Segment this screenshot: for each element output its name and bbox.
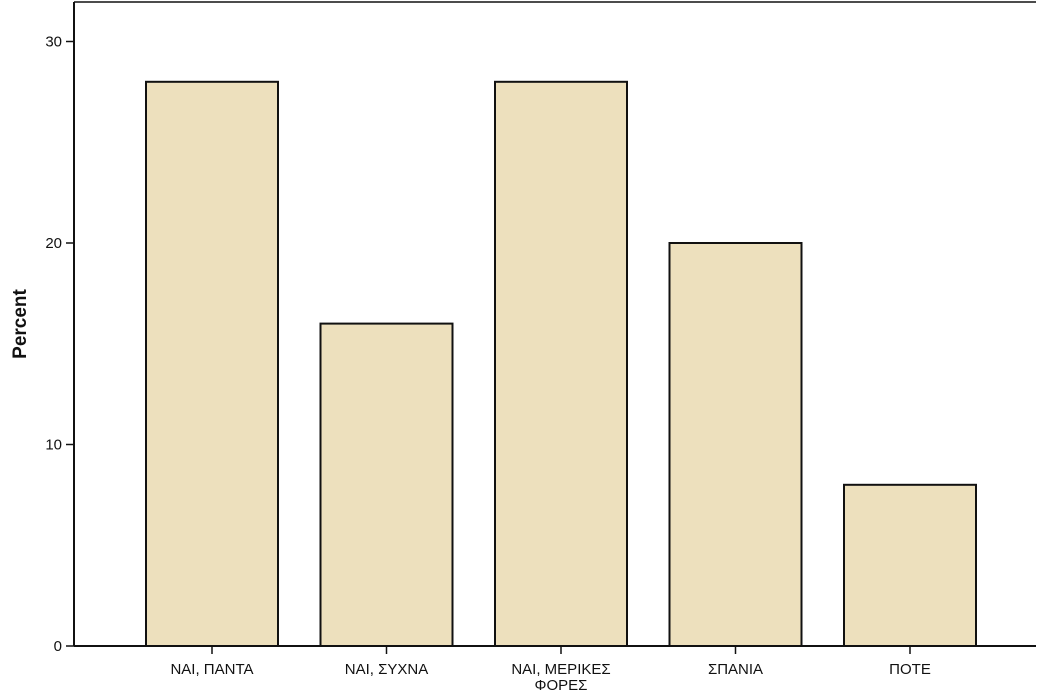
y-tick-label: 30 [45,34,62,51]
x-tick-label: ΣΠΑΝΙΑ [708,661,763,678]
bar [319,322,454,647]
bar [145,80,279,648]
y-ticks: 0 10 20 30 [45,34,74,655]
x-tick-label: ΝΑΙ, ΜΕΡΙΚΕΣ ΦΟΡΕΣ [511,661,610,694]
bar [843,483,977,647]
y-tick-label: 0 [54,638,62,655]
x-ticks: ΝΑΙ, ΠΑΝΤΑ ΝΑΙ, ΣΥΧΝΑ ΝΑΙ, ΜΕΡΙΚΕΣ ΦΟΡΕΣ ΣΠΑ… [170,646,931,694]
y-tick-label: 20 [45,235,62,252]
y-tick-label: 10 [45,437,62,454]
y-axis-title: Percent [10,288,31,358]
bars [145,80,977,648]
x-tick-label: ΝΑΙ, ΣΥΧΝΑ [345,661,428,678]
x-tick-label: ΝΑΙ, ΠΑΝΤΑ [170,661,253,678]
x-tick-label: ΠΟΤΕ [889,661,931,678]
bar [494,80,628,648]
bar [668,242,803,647]
